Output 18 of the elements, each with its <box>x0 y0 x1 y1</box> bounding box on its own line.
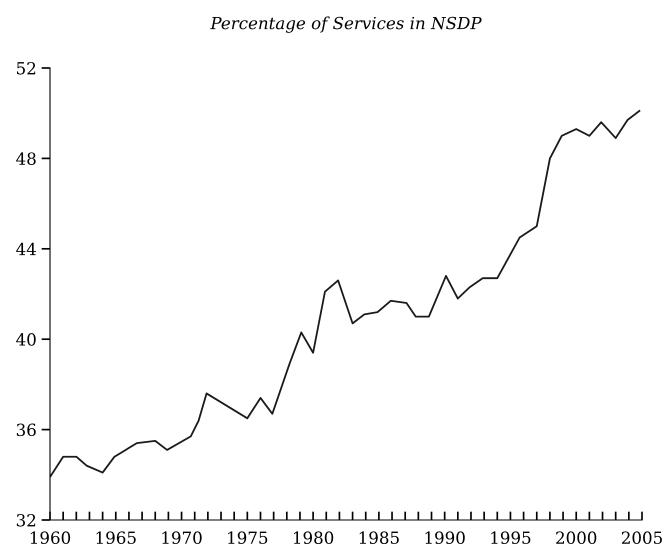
y-tick-label: 48 <box>16 152 36 165</box>
y-tick-label: 36 <box>16 424 36 436</box>
x-tick-label: 1990 <box>425 531 465 544</box>
x-tick-label: 1960 <box>30 531 70 544</box>
x-tick-label: 1995 <box>491 531 530 544</box>
x-tick-label: 1965 <box>96 531 136 544</box>
y-tick-label: 40 <box>16 333 36 346</box>
chart-title: Percentage of Services in NSDP <box>210 16 482 33</box>
x-tick-label: 1970 <box>162 531 202 544</box>
line-series <box>50 110 640 478</box>
x-tick-label: 1975 <box>228 531 268 544</box>
x-tick-label: 2000 <box>556 531 596 544</box>
x-tick-label: 1985 <box>360 531 399 544</box>
y-tick-label: 44 <box>16 242 36 256</box>
x-tick-label: 2005 <box>622 531 662 544</box>
x-tick-label: 1980 <box>294 531 334 544</box>
y-tick-label: 32 <box>16 514 36 527</box>
y-tick-label: 52 <box>17 62 36 75</box>
